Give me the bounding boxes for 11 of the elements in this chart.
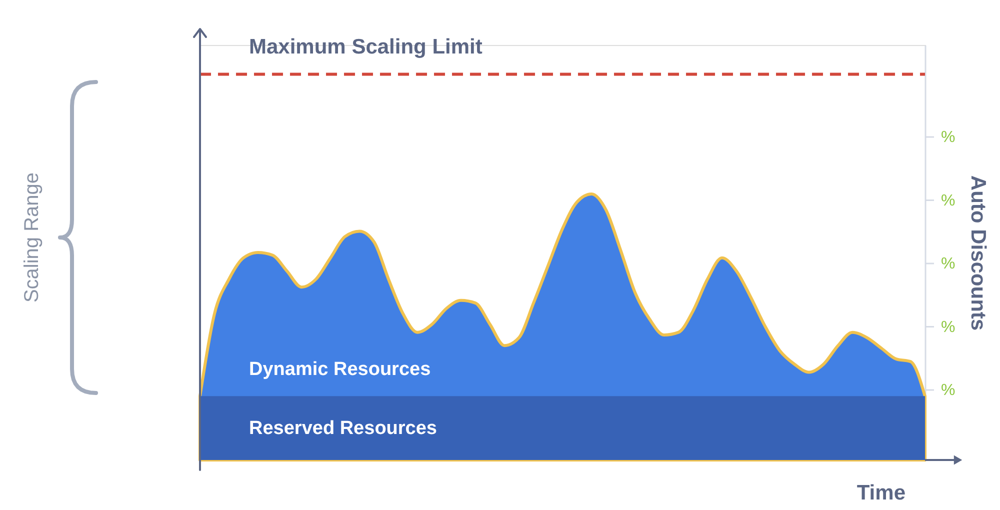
series-label: Dynamic Resources (249, 359, 431, 380)
text: % (941, 129, 956, 146)
text: % (941, 382, 956, 399)
y2-axis-title: Auto Discounts (966, 175, 990, 331)
text: % (941, 192, 956, 210)
x-axis-title: Time (856, 482, 906, 504)
text: Scaling Range (21, 172, 43, 303)
text: % (941, 256, 956, 272)
ref-line-label: Maximum Scaling Limit (249, 35, 482, 58)
series-label: Reserved Resources (249, 418, 437, 440)
text: % (941, 318, 956, 336)
